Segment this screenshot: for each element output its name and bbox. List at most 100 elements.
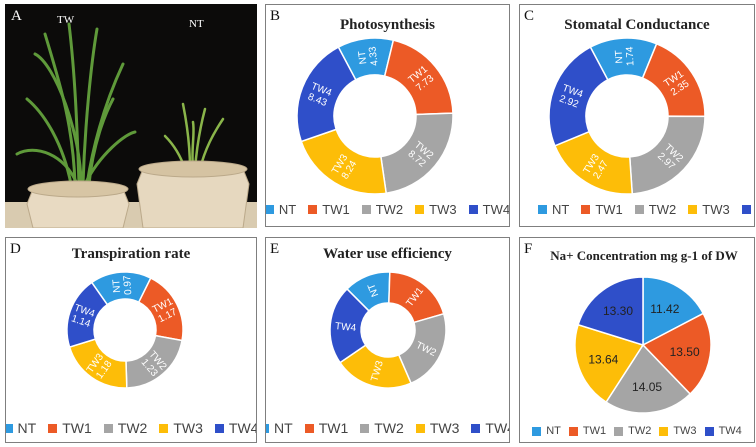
legend-item-tw2: TW2 (360, 420, 404, 436)
legend-swatch (634, 205, 644, 214)
legend-swatch (614, 426, 624, 436)
panel-c: C Stomatal Conductance NT1.74 TW12.35 TW22… (519, 4, 755, 227)
panel-d: D Transpiration rate NT0.97 TW11.17 TW21.2… (5, 237, 257, 443)
slice-value-nt: 11.42 (650, 302, 679, 316)
legend-label: TW1 (322, 202, 350, 217)
slice-label-nt: NT4.33 (356, 45, 380, 67)
legend-item-nt: NT (266, 202, 297, 217)
legend-label: TW1 (318, 420, 349, 436)
chart-legend: NT TW1 TW2 TW3 TW4 (6, 420, 256, 436)
legend-item-tw3: TW3 (415, 202, 457, 217)
legend-swatch (159, 423, 169, 433)
legend-swatch (704, 426, 714, 436)
legend-swatch (532, 426, 542, 436)
legend-item-nt: NT (266, 420, 293, 436)
plant-photo-illustration (5, 4, 257, 228)
legend-item-tw1: TW1 (304, 420, 349, 436)
legend-item-tw3: TW3 (159, 420, 203, 436)
chart-title: Transpiration rate (71, 246, 191, 262)
legend-label: TW3 (429, 202, 457, 217)
legend-label: TW2 (628, 425, 652, 437)
slice-label-tw4: TW42.92 (557, 83, 585, 111)
chart-legend: NT TW1 TW2 TW3 TW4 (520, 425, 754, 437)
legend-swatch (266, 205, 274, 214)
legend-label: TW3 (673, 425, 697, 437)
panel-f: F Na+ Concentration mg g-1 of DW 11.42 13… (519, 237, 755, 443)
slice-tw4 (296, 46, 357, 143)
chart-title: Water use efficiency (323, 246, 452, 262)
legend-item-tw1: TW1 (581, 202, 623, 217)
legend-label: TW3 (173, 420, 203, 436)
panel-label-a: A (11, 8, 22, 24)
legend-item-nt: NT (538, 202, 569, 217)
legend-item-nt: NT (6, 420, 37, 436)
legend-label: NT (552, 202, 570, 217)
legend-swatch (538, 205, 547, 214)
slice-tw4 (66, 281, 109, 349)
slice-label-nt: NT1.74 (614, 46, 637, 67)
legend-label: TW2 (374, 420, 404, 436)
legend-label: TW2 (648, 202, 677, 217)
panel-label-e: E (270, 241, 280, 257)
legend-item-tw1: TW1 (48, 420, 92, 436)
legend-item-tw4: TW4 (741, 202, 754, 217)
legend-swatch (468, 205, 478, 214)
slice-value-tw1: 13.50 (670, 345, 700, 359)
legend-item-nt: NT (532, 425, 561, 437)
photo-tag-tw: TW (57, 14, 75, 26)
legend-swatch (214, 423, 224, 433)
panel-label-d: D (10, 241, 21, 257)
legend-swatch (688, 205, 698, 214)
legend-swatch (659, 426, 669, 436)
legend-swatch (266, 423, 270, 433)
legend-item-tw4: TW4 (704, 425, 742, 437)
legend-swatch (6, 423, 13, 433)
legend-item-tw2: TW2 (614, 425, 651, 437)
slice-value-tw2: 14.05 (632, 380, 662, 394)
legend-item-tw4: TW4 (468, 202, 509, 217)
photo-tag-nt: NT (189, 18, 204, 30)
legend-swatch (103, 423, 113, 433)
panel-label-f: F (524, 241, 533, 257)
chart-title: Stomatal Conductance (564, 17, 710, 33)
legend-label: TW4 (485, 420, 509, 436)
panel-label-c: C (524, 8, 535, 24)
slice-tw1 (641, 312, 712, 396)
plant-photo: A TW NT (5, 4, 257, 228)
chart-legend: NT TW1 TW2 TW3 TW4 (520, 202, 754, 217)
legend-label: TW2 (375, 202, 404, 217)
legend-swatch (471, 423, 481, 433)
legend-swatch (360, 423, 370, 433)
legend-item-tw3: TW3 (415, 420, 459, 436)
legend-item-tw2: TW2 (361, 202, 404, 217)
legend-item-tw2: TW2 (103, 420, 148, 436)
legend-label: NT (546, 425, 561, 437)
slice-tw4 (548, 46, 609, 147)
legend-swatch (741, 205, 751, 214)
slice-tw2 (605, 343, 692, 414)
slice-value-tw4: 13.30 (603, 304, 633, 318)
slice-nt (642, 276, 705, 347)
legend-item-tw3: TW3 (688, 202, 730, 217)
legend-label: TW1 (582, 425, 607, 437)
pie-chart-na-concentration: 11.42 13.50 14.05 13.64 13.30 (574, 276, 712, 414)
legend-swatch (568, 426, 578, 436)
legend-swatch (581, 205, 591, 214)
legend-label: NT (17, 420, 37, 436)
legend-item-tw4: TW4 (471, 420, 509, 436)
legend-swatch (415, 205, 425, 214)
legend-label: TW2 (117, 420, 148, 436)
legend-label: TW1 (595, 202, 623, 217)
legend-item-tw2: TW2 (634, 202, 677, 217)
slice-label-tw4: TW4 (335, 321, 357, 334)
chart-title: Photosynthesis (339, 17, 436, 33)
legend-label: TW3 (702, 202, 730, 217)
legend-swatch (415, 423, 425, 433)
panel-e: E Water use efficiency NT TW1 TW2 TW3 TW4 NT… (265, 237, 510, 443)
legend-swatch (48, 423, 58, 433)
legend-label: TW4 (718, 425, 742, 437)
legend-label: NT (278, 202, 297, 217)
